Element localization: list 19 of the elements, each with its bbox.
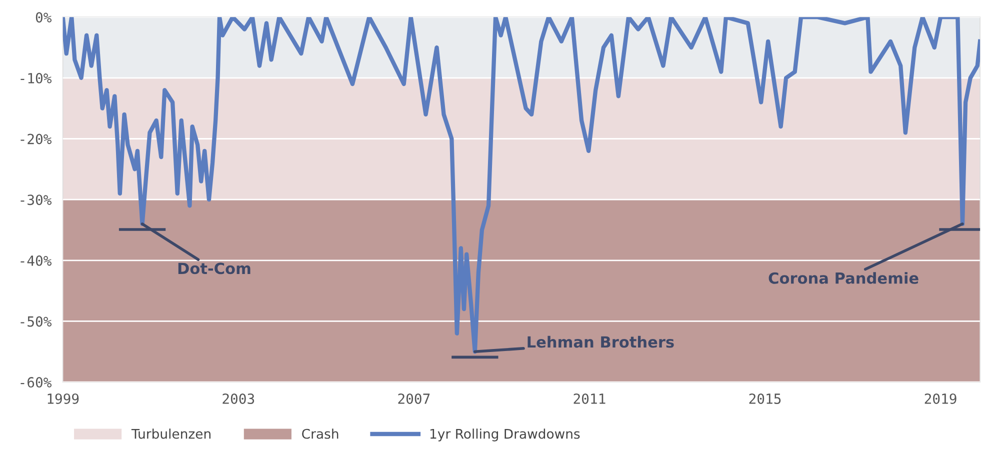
annotation: Lehman Brothers <box>528 336 674 348</box>
y-tick-label: -20% <box>20 134 52 144</box>
x-tick-label: 2003 <box>222 393 254 404</box>
x-tick-label: 2011 <box>574 393 606 404</box>
x-tick-label: 2007 <box>398 393 430 404</box>
y-tick-label: -60% <box>20 377 52 388</box>
legend-label: Crash <box>302 428 338 439</box>
x-tick-label: 2015 <box>749 393 781 404</box>
y-tick-label: 0% <box>36 12 52 23</box>
annotation: Dot-Com <box>178 262 250 274</box>
legend-label: 1yr Rolling Drawdowns <box>430 428 580 442</box>
y-tick-label: -40% <box>20 255 52 266</box>
y-tick-label: -10% <box>20 72 52 84</box>
legend-label: Turbulenzen <box>131 428 210 439</box>
x-tick-label: 1999 <box>48 393 79 404</box>
y-tick-label: -30% <box>20 194 52 206</box>
y-tick-label: -50% <box>20 316 52 327</box>
x-tick-label: 2019 <box>924 393 956 404</box>
annotation: Corona Pandemie <box>768 272 918 284</box>
